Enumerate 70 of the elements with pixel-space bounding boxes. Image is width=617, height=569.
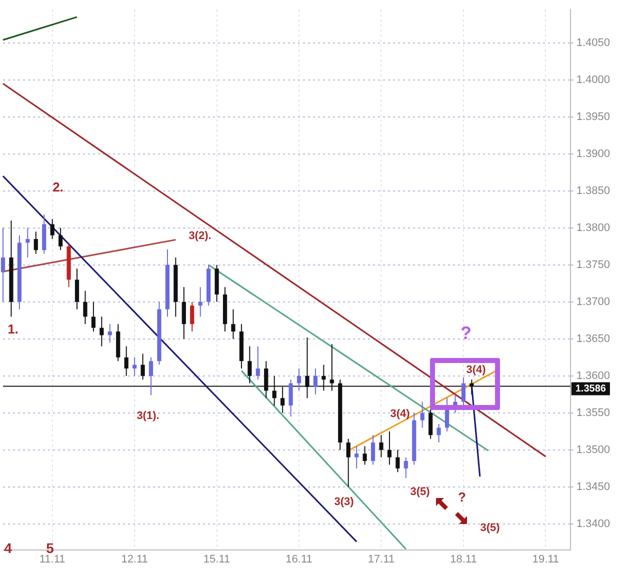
x-tick-label: 15.11	[203, 553, 230, 566]
candlestick	[231, 308, 236, 340]
y-tick-label: 1.3500	[576, 444, 610, 456]
annotation: ?	[460, 322, 472, 343]
candlestick	[288, 379, 293, 418]
candlestick	[428, 408, 433, 440]
candlestick	[198, 286, 202, 318]
candlestick	[140, 353, 145, 380]
candlestick	[190, 301, 194, 332]
candlestick	[0, 227, 6, 302]
y-tick-label: 1.3450	[576, 480, 610, 493]
annotation: ?	[458, 490, 466, 505]
candlestick	[148, 356, 154, 396]
candlestick	[256, 346, 260, 380]
y-tick-label: 1.3800	[576, 222, 610, 234]
y-tick-label: 1.3600	[576, 370, 610, 382]
candlestick	[182, 286, 186, 340]
candlestick	[461, 376, 466, 406]
y-tick-label: 1.3550	[576, 406, 610, 419]
annotation: 2.	[52, 180, 64, 195]
y-tick-label: 1.3900	[576, 148, 610, 160]
annotation: 3(4)	[390, 408, 410, 420]
annotation: 4	[4, 540, 12, 556]
x-tick-label: 17.11	[368, 553, 395, 566]
y-tick-label: 1.3650	[576, 332, 610, 345]
candlestick	[83, 290, 88, 325]
candlestick	[370, 434, 376, 466]
x-tick-label: 12.11	[121, 553, 148, 566]
y-tick-label: 1.3950	[576, 110, 610, 123]
ref-line-label: 1.3586	[575, 384, 606, 395]
candlestick	[379, 434, 384, 458]
candlestick	[100, 316, 104, 347]
annotation: 3(5)	[410, 486, 430, 498]
x-tick-label: 16.11	[286, 553, 312, 566]
annotation: 3(4)	[466, 364, 486, 376]
candlestick	[26, 227, 30, 258]
annotation: 3(2).	[188, 230, 212, 242]
candlestick	[404, 456, 408, 479]
annotation: 3(3)	[334, 496, 354, 508]
candlestick	[58, 227, 63, 251]
candlestick	[248, 346, 252, 384]
candlestick	[34, 231, 38, 254]
annotation: 3(5)	[480, 522, 500, 534]
annotation: 3(1).	[136, 410, 160, 422]
candlestick	[50, 218, 54, 240]
candlestick	[108, 324, 112, 344]
candlestick	[132, 356, 137, 376]
candlestick	[354, 446, 359, 469]
y-tick-label: 1.3700	[576, 296, 610, 308]
x-tick-label: 18.11	[450, 553, 477, 566]
annotation: 1.	[8, 322, 18, 337]
y-tick-label: 1.4000	[576, 74, 610, 86]
candlestick	[124, 346, 128, 376]
candlestick	[420, 401, 424, 428]
x-tick-label: 11.11	[39, 553, 66, 566]
candlestick	[436, 424, 441, 443]
candlestick	[74, 268, 80, 310]
y-tick-label: 1.3400	[576, 518, 610, 530]
y-tick-label: 1.3750	[576, 258, 610, 271]
candlestick	[387, 430, 392, 466]
candlestick	[396, 449, 400, 473]
x-tick-label: 19.11	[532, 553, 560, 566]
candlestick	[362, 446, 367, 466]
candlestick	[313, 368, 318, 395]
annotation: 5	[46, 540, 54, 556]
y-tick-label: 1.3850	[576, 184, 610, 197]
candlestick	[346, 438, 350, 488]
candlestick	[91, 301, 96, 332]
y-tick-label: 1.4050	[576, 36, 610, 49]
candlestick	[296, 368, 302, 392]
